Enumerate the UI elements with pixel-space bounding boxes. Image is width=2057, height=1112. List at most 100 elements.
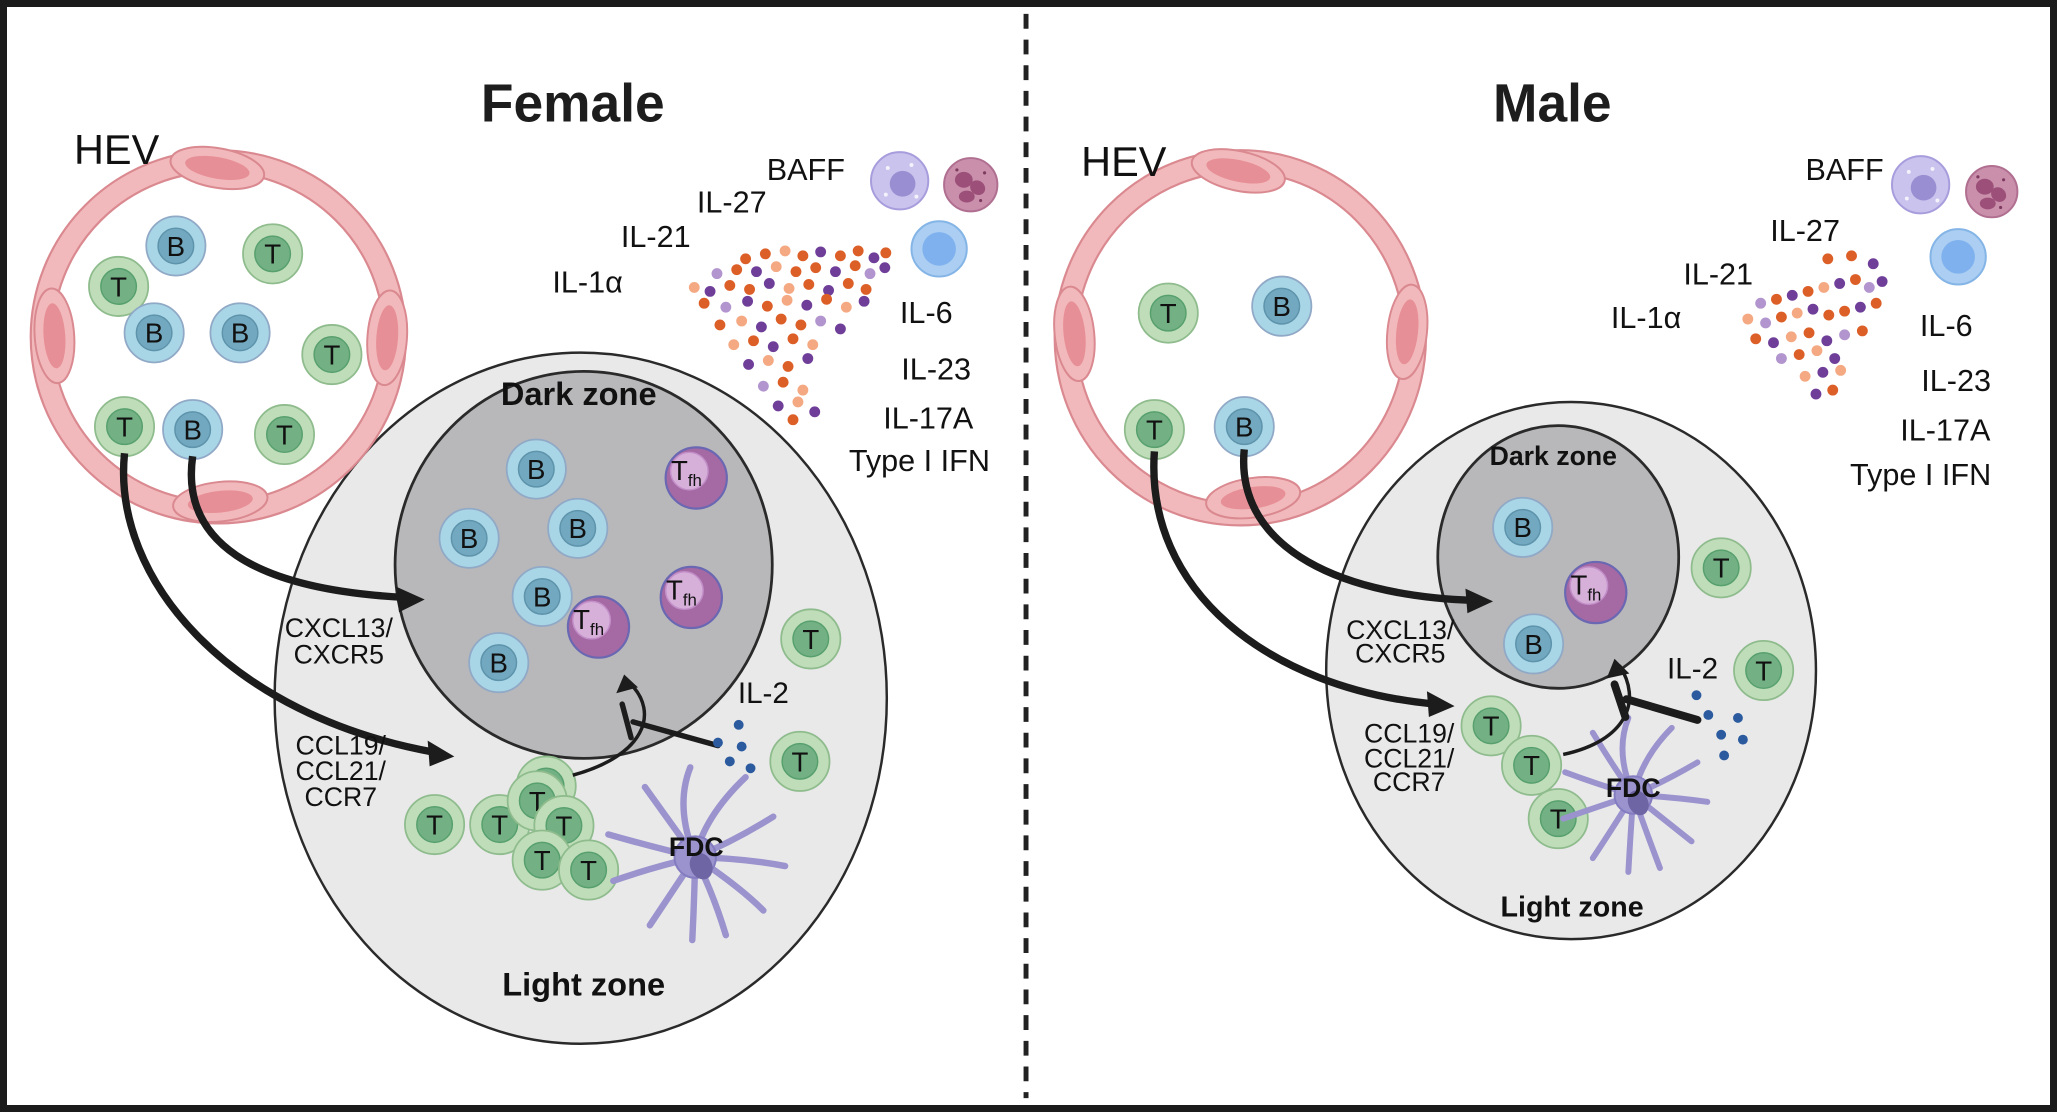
cytokine-dot bbox=[1823, 309, 1835, 321]
cell-label: T bbox=[1483, 711, 1500, 742]
male-il27-label: IL-27 bbox=[1770, 214, 1840, 248]
cell-label: B bbox=[1524, 629, 1542, 660]
cytokine-dot bbox=[782, 360, 794, 372]
tfh-cell: Tfh bbox=[664, 446, 728, 510]
cytokine-dot bbox=[743, 359, 754, 370]
cytokine-dot bbox=[823, 284, 834, 296]
cytokine-dot bbox=[864, 268, 876, 280]
t-cell: T bbox=[1690, 537, 1752, 599]
il2-dot bbox=[1716, 729, 1727, 740]
tfh-cell: Tfh bbox=[1564, 560, 1628, 625]
b-cell: B bbox=[511, 565, 573, 627]
female-baff-label: BAFF bbox=[767, 153, 845, 187]
bcell-migration-arrow bbox=[1239, 449, 1475, 605]
cytokine-dot bbox=[840, 301, 852, 313]
cell-label: T bbox=[1523, 750, 1540, 781]
il2-dot bbox=[713, 737, 723, 748]
cytokine-dot bbox=[770, 261, 782, 273]
t-cell: T bbox=[301, 324, 363, 386]
female-lymphocyte-cell bbox=[910, 220, 968, 278]
il2-dot bbox=[733, 719, 744, 730]
female-ccl-label-line2: CCL21/ bbox=[296, 756, 387, 786]
female-light-zone-label: Light zone bbox=[502, 966, 665, 1002]
il2-dot bbox=[1733, 712, 1743, 723]
cytokine-dot bbox=[792, 396, 804, 408]
female-ccl-label-line1: CCL19/ bbox=[296, 730, 387, 760]
cytokine-dot bbox=[797, 250, 809, 262]
male-fdc bbox=[1560, 714, 1711, 875]
female-il2-label: IL-2 bbox=[738, 677, 789, 710]
cytokine-dot bbox=[1807, 303, 1819, 315]
cell-label: B bbox=[1513, 512, 1531, 543]
cytokine-dot bbox=[868, 252, 880, 264]
cytokine-dot bbox=[1822, 253, 1834, 265]
t-cell: T bbox=[94, 396, 156, 458]
cytokine-dot bbox=[1760, 317, 1772, 329]
t-cell: T bbox=[1460, 695, 1522, 757]
cytokine-dot bbox=[1839, 329, 1851, 341]
t-cell: T bbox=[1137, 282, 1199, 344]
male-panel: T BT B CXCL13/ CXCR5 CCL19/ CCL21/ CCR7 BB… bbox=[1053, 75, 2019, 941]
male-il17a-label: IL-17A bbox=[1900, 413, 1991, 447]
female-cxcl13-label-line1: CXCL13/ bbox=[285, 613, 394, 643]
cytokine-dot bbox=[783, 282, 795, 294]
cytokine-dot bbox=[761, 300, 773, 312]
cytokine-dot bbox=[879, 262, 891, 274]
female-hev-label: HEV bbox=[74, 126, 160, 173]
female-cytokine-dots bbox=[688, 245, 892, 426]
cytokine-dot bbox=[779, 245, 791, 257]
cytokine-dot bbox=[1863, 281, 1875, 293]
b-cell: B bbox=[145, 215, 207, 277]
male-lymphocyte-cell bbox=[1929, 228, 1987, 286]
female-il23-label: IL-23 bbox=[901, 352, 971, 386]
male-cytokine-dots bbox=[1742, 250, 1888, 400]
cytokine-dot bbox=[1827, 384, 1839, 396]
female-hev-cells: B TTB BTT B T bbox=[88, 215, 363, 466]
cytokine-dot bbox=[742, 295, 754, 307]
male-ccl-label-line1: CCL19/ bbox=[1364, 719, 1455, 749]
female-fdc-label: FDC bbox=[669, 832, 724, 862]
cytokine-dot bbox=[1802, 285, 1814, 297]
cytokine-dot bbox=[797, 384, 809, 396]
cytokine-dot bbox=[849, 260, 861, 272]
cytokine-dot bbox=[704, 285, 716, 297]
cell-label: T bbox=[791, 746, 808, 777]
cell-label: T bbox=[534, 845, 551, 876]
cytokine-dot bbox=[1870, 297, 1882, 309]
il2-dot bbox=[1737, 734, 1748, 745]
cytokine-dot bbox=[781, 294, 793, 306]
female-il17a-label: IL-17A bbox=[883, 402, 974, 436]
tcell-migration-arrow bbox=[119, 452, 437, 757]
male-cxcl13-label-line2: CXCR5 bbox=[1355, 639, 1445, 669]
cell-label: B bbox=[490, 648, 508, 679]
t-cell: T bbox=[1527, 788, 1589, 850]
female-hev-vessel bbox=[29, 145, 409, 525]
female-migration-arrows bbox=[119, 452, 455, 767]
b-cell: B bbox=[1251, 275, 1313, 337]
male-light-zone-label: Light zone bbox=[1501, 891, 1644, 923]
b-cell: B bbox=[123, 302, 185, 364]
male-title: Male bbox=[1493, 75, 1612, 134]
cytokine-dot bbox=[821, 293, 833, 305]
male-il23-label: IL-23 bbox=[1921, 364, 1991, 398]
male-il21-label: IL-21 bbox=[1683, 257, 1753, 291]
t-cell: T bbox=[242, 223, 304, 285]
male-hev-cells: T B T B bbox=[1123, 275, 1313, 461]
female-type1ifn-label: Type I IFN bbox=[849, 444, 990, 478]
cytokine-dot bbox=[757, 380, 769, 392]
il2-dot bbox=[1719, 750, 1730, 761]
t-cell: T bbox=[253, 404, 315, 466]
male-ccl-label-line2: CCL21/ bbox=[1364, 743, 1455, 773]
female-il2-dots bbox=[713, 719, 756, 774]
cell-label: T bbox=[1160, 298, 1177, 329]
male-baff-label: BAFF bbox=[1806, 153, 1884, 187]
cytokine-dot bbox=[1850, 274, 1861, 285]
female-il27-label: IL-27 bbox=[697, 185, 767, 219]
female-selection-arrowhead bbox=[616, 674, 638, 694]
female-dark-zone bbox=[393, 369, 774, 760]
cytokine-dot bbox=[860, 283, 872, 295]
cytokine-dot bbox=[803, 279, 815, 290]
tfh-cell-label: Tfh bbox=[1570, 570, 1601, 605]
cell-label: T bbox=[110, 271, 127, 302]
female-hev-endothelial-bumps bbox=[33, 145, 409, 523]
